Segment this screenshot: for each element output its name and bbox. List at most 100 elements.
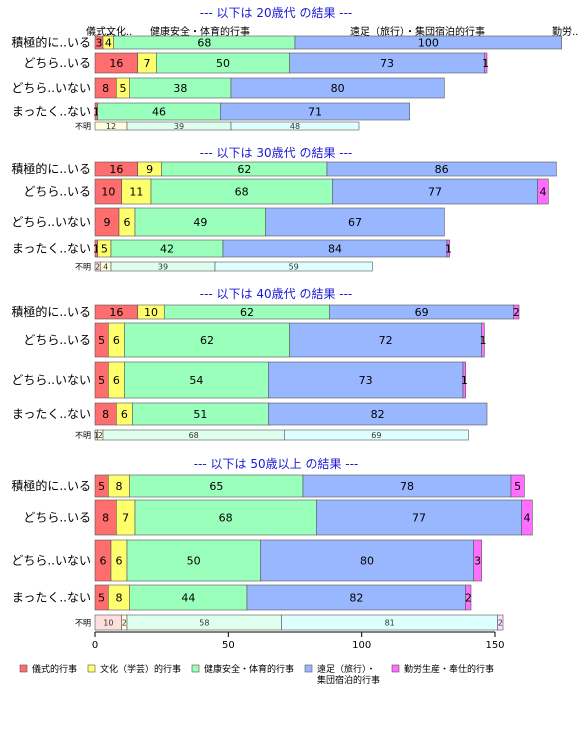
x-tick-label: 100: [352, 640, 371, 651]
data-label: 81: [385, 619, 395, 628]
data-label: 62: [240, 306, 254, 319]
category-label: どちら..いない: [11, 215, 91, 229]
data-label: 86: [435, 163, 449, 176]
data-label: 80: [360, 555, 374, 568]
data-label: 50: [187, 555, 201, 568]
data-label: 5: [98, 592, 105, 605]
bar-segment: [497, 614, 504, 631]
header-label: 健康安全・体育的行事: [150, 25, 250, 38]
bar-segment: [510, 474, 525, 498]
category-label: どちら..いる: [23, 56, 91, 70]
data-label: 10: [103, 619, 113, 628]
data-label: 68: [219, 512, 233, 525]
bar-segment: [126, 539, 261, 582]
data-label: 62: [200, 334, 214, 347]
bar-segment: [484, 52, 488, 74]
data-label: 58: [199, 619, 209, 628]
bar-segment: [94, 178, 122, 205]
data-label: 16: [109, 57, 123, 70]
data-label: 68: [235, 186, 249, 199]
bar-segment: [260, 539, 474, 582]
panel-title: --- 以下は 20歳代 の結果 ---: [200, 6, 353, 20]
data-label: 46: [152, 106, 166, 119]
data-label: 39: [174, 122, 184, 131]
data-label: 8: [116, 592, 123, 605]
data-label: 80: [331, 82, 345, 95]
panel-title: --- 以下は 50歳以上 の結果 ---: [194, 457, 359, 471]
legend-label: 勤労生産・奉仕的行事: [404, 663, 494, 675]
data-label: 1: [94, 431, 99, 440]
data-label: 50: [216, 57, 230, 70]
category-label: 積極的に..いる: [11, 478, 91, 493]
data-label: 16: [109, 306, 123, 319]
data-label: 1: [445, 243, 452, 256]
bar-segment: [521, 499, 533, 536]
category-label: どちら..いる: [23, 185, 91, 199]
data-label: 72: [379, 334, 393, 347]
bar-segment: [294, 35, 562, 50]
header-label: 文化..: [106, 25, 132, 38]
data-label: 1: [93, 243, 100, 256]
data-label: 4: [524, 512, 531, 525]
bar-segment: [473, 539, 482, 582]
header-label: 儀式..: [86, 25, 112, 38]
data-label: 7: [122, 512, 129, 525]
data-label: 1: [480, 334, 487, 347]
data-label: 5: [98, 374, 105, 387]
bar-segment: [230, 77, 445, 99]
x-tick-label: 50: [222, 640, 235, 651]
category-label: 不明: [75, 122, 91, 131]
data-label: 1: [461, 374, 468, 387]
bar-segment: [481, 322, 485, 358]
data-label: 6: [124, 216, 131, 229]
data-label: 100: [418, 37, 439, 50]
category-label: 不明: [75, 431, 91, 440]
data-label: 42: [160, 243, 174, 256]
data-label: 2: [98, 431, 103, 440]
data-label: 5: [101, 243, 108, 256]
category-label: 積極的に..いる: [11, 35, 91, 50]
data-label: 82: [371, 408, 385, 421]
data-label: 77: [412, 512, 426, 525]
category-label: まったく..ない: [12, 407, 91, 421]
data-label: 5: [514, 480, 521, 493]
data-label: 9: [146, 163, 153, 176]
data-label: 48: [290, 122, 300, 131]
legend-swatch: [391, 664, 400, 673]
data-label: 6: [113, 374, 120, 387]
data-label: 51: [193, 408, 207, 421]
data-label: 73: [380, 57, 394, 70]
legend-label: 儀式的行事: [32, 663, 77, 675]
bar-segment: [513, 304, 520, 320]
data-label: 54: [189, 374, 203, 387]
data-label: 2: [465, 592, 472, 605]
data-label: 84: [328, 243, 342, 256]
data-label: 67: [348, 216, 362, 229]
data-label: 44: [181, 592, 195, 605]
data-label: 2: [513, 306, 520, 319]
bar-segment: [326, 161, 557, 177]
bar-segment: [220, 102, 410, 121]
bar-segment: [537, 178, 549, 205]
data-label: 8: [102, 82, 109, 95]
data-label: 3: [96, 37, 103, 50]
data-label: 78: [400, 480, 414, 493]
legend-swatch: [304, 664, 313, 673]
category-label: どちら..いない: [11, 554, 91, 568]
bar-segment: [284, 429, 469, 441]
category-label: 積極的に..いる: [11, 161, 91, 176]
category-label: どちら..いない: [11, 81, 91, 95]
bar-segment: [129, 584, 248, 611]
header-label: 遠足（旅行）・集団宿泊的行事: [350, 25, 485, 38]
bar-segment: [268, 361, 464, 399]
legend-label: 健康安全・体育的行事: [204, 663, 294, 675]
data-label: 82: [349, 592, 363, 605]
bar-segment: [124, 322, 290, 358]
legend-swatch: [191, 664, 200, 673]
x-tick-label: 0: [92, 640, 98, 651]
bar-segment: [214, 261, 373, 272]
bar-segment: [150, 178, 333, 205]
bar-segment: [465, 584, 472, 611]
category-label: 不明: [75, 619, 91, 628]
